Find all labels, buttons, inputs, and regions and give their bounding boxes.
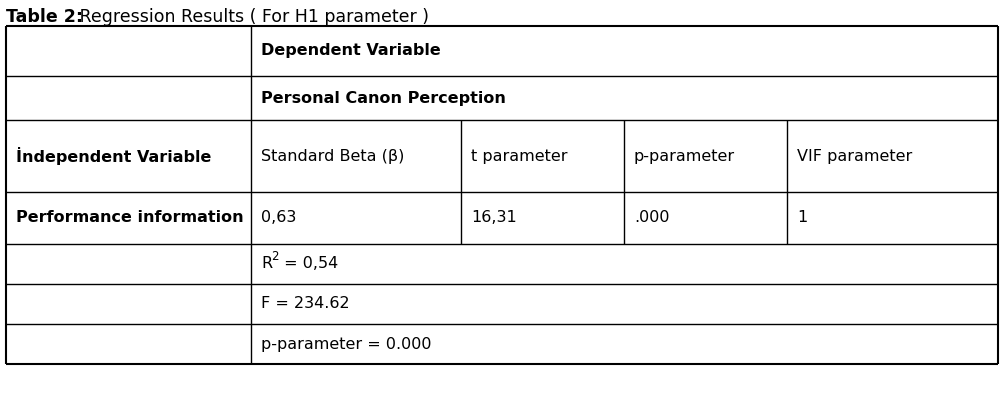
Text: = 0,54: = 0,54 xyxy=(279,257,338,272)
Text: 2: 2 xyxy=(271,251,278,263)
Text: R: R xyxy=(261,257,272,272)
Text: Table 2:: Table 2: xyxy=(6,8,83,26)
Text: .000: .000 xyxy=(633,211,669,225)
Text: Regression Results ( For H1 parameter ): Regression Results ( For H1 parameter ) xyxy=(74,8,428,26)
Text: Performance information: Performance information xyxy=(16,211,244,225)
Text: Personal Canon Perception: Personal Canon Perception xyxy=(261,91,506,105)
Text: t parameter: t parameter xyxy=(470,148,567,164)
Text: p-parameter = 0.000: p-parameter = 0.000 xyxy=(261,337,431,352)
Text: 16,31: 16,31 xyxy=(470,211,517,225)
Text: p-parameter: p-parameter xyxy=(633,148,734,164)
Text: F = 234.62: F = 234.62 xyxy=(261,297,349,312)
Text: İndependent Variable: İndependent Variable xyxy=(16,147,212,165)
Text: 0,63: 0,63 xyxy=(261,211,296,225)
Text: Dependent Variable: Dependent Variable xyxy=(261,44,440,59)
Text: 1: 1 xyxy=(796,211,806,225)
Text: Standard Beta (β): Standard Beta (β) xyxy=(261,148,404,164)
Text: VIF parameter: VIF parameter xyxy=(796,148,912,164)
